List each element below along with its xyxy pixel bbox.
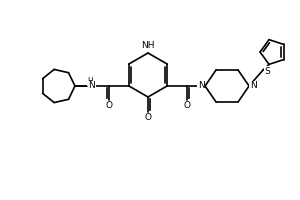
Text: NH: NH (141, 42, 155, 50)
Text: N: N (88, 82, 95, 90)
Text: N: N (250, 82, 256, 90)
Text: O: O (145, 114, 152, 122)
Text: N: N (198, 82, 204, 90)
Text: S: S (264, 67, 270, 76)
Text: H: H (87, 76, 93, 86)
Text: O: O (105, 102, 112, 110)
Text: O: O (184, 102, 190, 110)
